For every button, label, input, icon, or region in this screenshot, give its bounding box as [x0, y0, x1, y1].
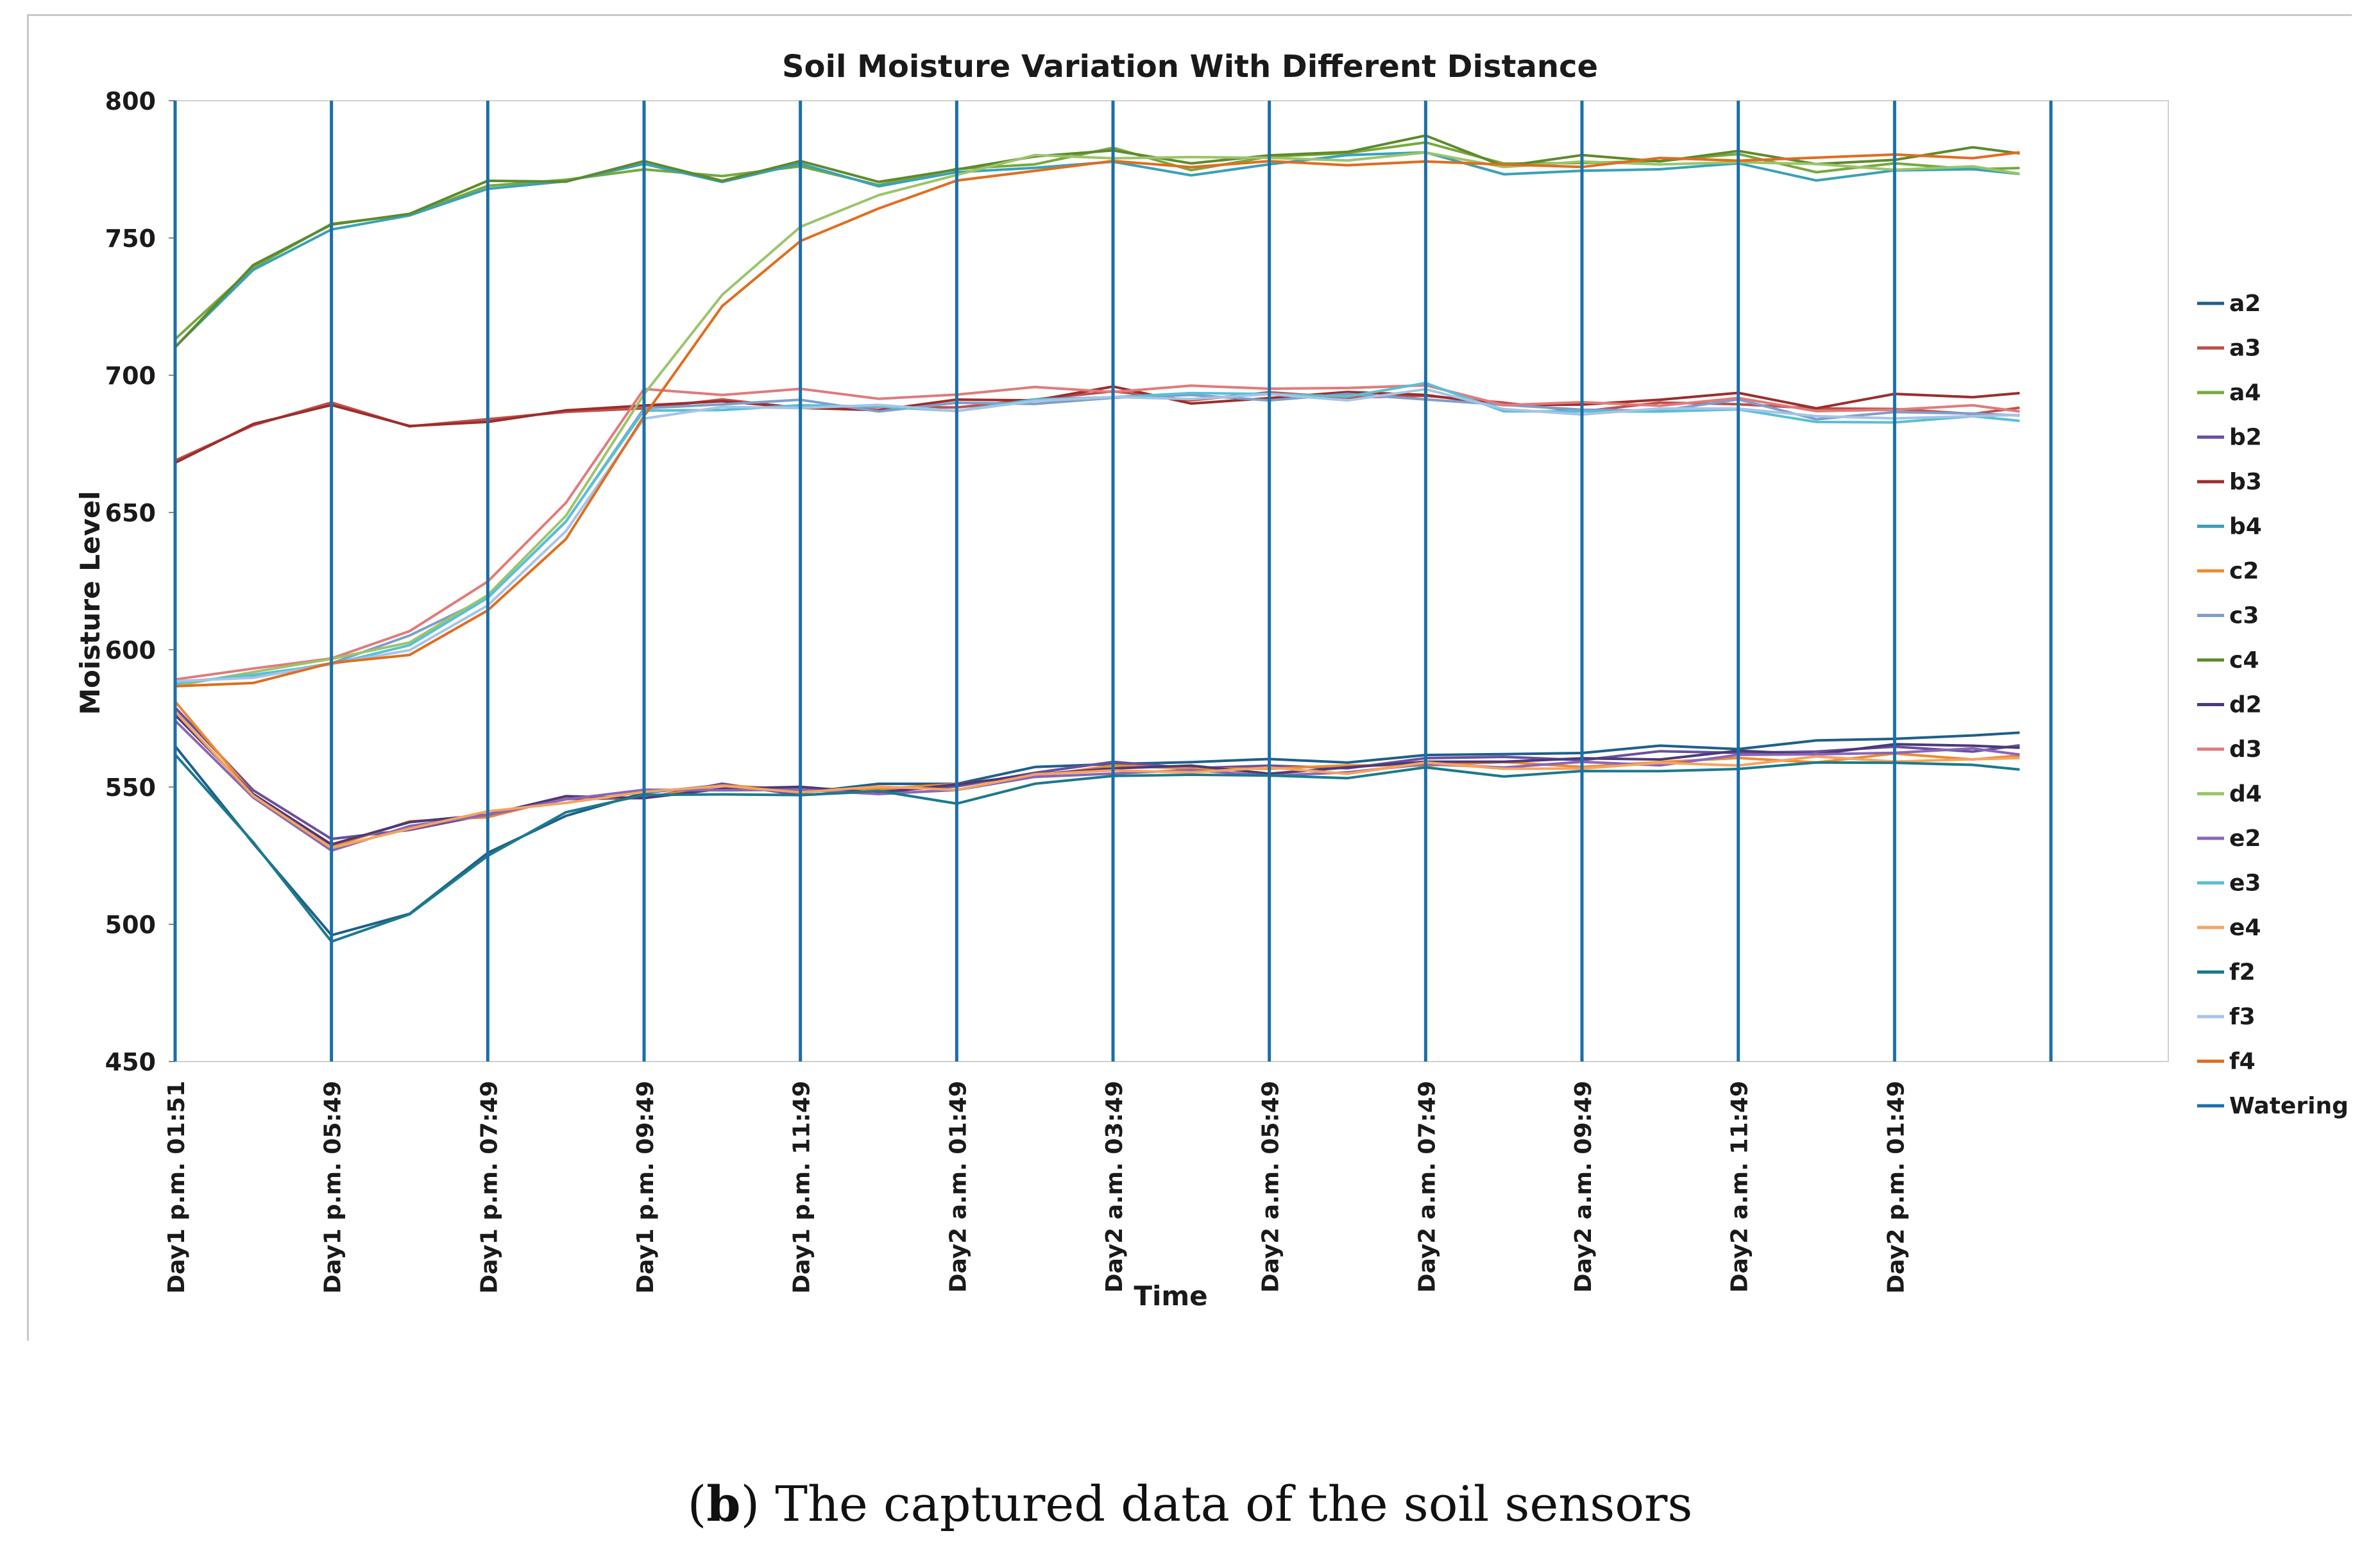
legend-label: e2	[2229, 825, 2261, 852]
watering-lines	[173, 101, 2053, 1062]
x-tick-label: Day1 p.m. 01:51	[164, 1081, 190, 1294]
legend-label: f2	[2229, 960, 2256, 986]
y-axis-title: Moisture Level	[74, 491, 106, 715]
y-axis: 450 500 550 600 650 700 750 800	[105, 87, 175, 1076]
x-tick-label: Day1 p.m. 09:49	[633, 1081, 659, 1294]
legend-label: b2	[2229, 425, 2262, 451]
line-chart: Soil Moisture Variation With Different D…	[29, 16, 2354, 1342]
caption-text: ) The captured data of the soil sensors	[740, 1475, 1693, 1532]
legend-label: e3	[2229, 870, 2261, 897]
y-tick-label: 650	[105, 499, 156, 527]
caption-letter: b	[706, 1475, 741, 1532]
x-tick-label: Day2 p.m. 01:49	[1883, 1081, 1909, 1294]
x-tick-label: Day1 p.m. 07:49	[476, 1081, 502, 1294]
x-tick-label: Day2 a.m. 05:49	[1258, 1081, 1284, 1292]
legend-label: a3	[2229, 335, 2261, 362]
legend-label: f4	[2229, 1049, 2256, 1075]
legend-label: d2	[2229, 692, 2262, 718]
x-axis-title: Time	[1134, 1280, 1207, 1312]
x-tick-label: Day1 p.m. 05:49	[320, 1081, 346, 1294]
y-tick-label: 450	[105, 1048, 156, 1076]
legend: a2 a3 a4 b2 b3 b4 c2 c3 c4 d2 d3 d4 e2 e3 e4 f2 f3 f4 Wate…	[2197, 291, 2349, 1119]
figure-caption: (b) The captured data of the soil sensor…	[0, 1475, 2380, 1532]
legend-label: b3	[2229, 469, 2262, 495]
x-tick-label: Day2 a.m. 03:49	[1101, 1081, 1128, 1292]
x-tick-label: Day1 p.m. 11:49	[789, 1081, 815, 1294]
legend-label: a4	[2229, 380, 2261, 406]
chart-background	[29, 16, 2354, 1342]
y-tick-label: 550	[105, 774, 156, 802]
chart-frame: Soil Moisture Variation With Different D…	[27, 14, 2354, 1342]
x-tick-label: Day2 a.m. 09:49	[1570, 1081, 1597, 1292]
chart-title: Soil Moisture Variation With Different D…	[782, 49, 1598, 85]
y-tick-label: 500	[105, 911, 156, 939]
y-tick-label: 800	[105, 87, 156, 115]
legend-label: Watering	[2229, 1093, 2349, 1119]
legend-label: c2	[2229, 558, 2259, 584]
x-tick-label: Day2 a.m. 07:49	[1414, 1081, 1440, 1292]
legend-label: c3	[2229, 603, 2259, 629]
x-tick-label: Day2 a.m. 01:49	[945, 1081, 971, 1292]
legend-label: e4	[2229, 915, 2261, 941]
caption-open: (	[687, 1475, 707, 1532]
x-tick-label: Day2 a.m. 11:49	[1727, 1081, 1753, 1292]
y-tick-label: 600	[105, 636, 156, 664]
legend-label: c4	[2229, 647, 2259, 673]
legend-label: d3	[2229, 736, 2262, 763]
legend-label: a2	[2229, 291, 2261, 317]
x-axis: Day1 p.m. 01:51 Day1 p.m. 05:49 Day1 p.m. …	[164, 1081, 1909, 1294]
y-tick-label: 700	[105, 362, 156, 390]
legend-label: b4	[2229, 514, 2262, 540]
legend-label: f3	[2229, 1004, 2256, 1030]
legend-label: d4	[2229, 781, 2262, 808]
y-tick-label: 750	[105, 224, 156, 253]
